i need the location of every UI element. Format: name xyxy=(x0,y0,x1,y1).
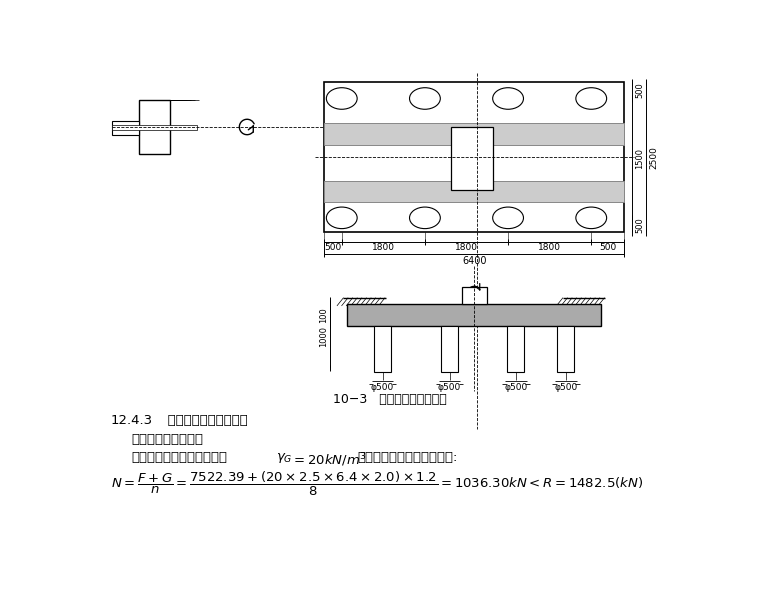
Ellipse shape xyxy=(410,88,440,109)
Text: 1800: 1800 xyxy=(538,243,561,252)
Bar xyxy=(557,326,575,372)
Bar xyxy=(508,326,524,372)
Bar xyxy=(112,125,197,130)
Text: 10−3   承台大样及桶布置图: 10−3 承台大样及桶布置图 xyxy=(333,393,446,406)
Text: 100: 100 xyxy=(319,307,328,323)
Ellipse shape xyxy=(492,207,524,228)
Text: φ500: φ500 xyxy=(371,382,394,392)
Text: 6400: 6400 xyxy=(462,256,486,266)
Text: 1000: 1000 xyxy=(319,326,328,347)
Text: 2500: 2500 xyxy=(649,146,658,169)
Text: $\gamma_G$: $\gamma_G$ xyxy=(277,451,293,465)
Text: 1800: 1800 xyxy=(455,243,478,252)
Bar xyxy=(324,82,625,233)
Text: φ500: φ500 xyxy=(504,382,527,392)
Text: 500: 500 xyxy=(635,83,644,98)
Text: 1500: 1500 xyxy=(635,147,644,169)
Ellipse shape xyxy=(410,207,440,228)
Bar xyxy=(139,100,170,154)
Bar xyxy=(112,121,139,135)
Bar xyxy=(324,123,625,145)
Text: ，则桶顶竖向荷载特征值为:: ，则桶顶竖向荷载特征值为: xyxy=(357,451,458,464)
Bar xyxy=(462,287,486,304)
Text: $N = \dfrac{F + G}{n} = \dfrac{7522.39 + (20 \times 2.5 \times 6.4 \times 2.0) \: $N = \dfrac{F + G}{n} = \dfrac{7522.39 +… xyxy=(111,470,643,498)
Bar xyxy=(347,304,601,326)
Text: 计算桶顶荷载设计值。: 计算桶顶荷载设计值。 xyxy=(154,414,248,427)
Text: 500: 500 xyxy=(599,243,616,252)
Ellipse shape xyxy=(576,88,606,109)
Ellipse shape xyxy=(326,88,357,109)
Bar xyxy=(451,127,493,190)
Text: φ500: φ500 xyxy=(438,382,461,392)
Ellipse shape xyxy=(326,207,357,228)
Text: 取承台及其上土的平均重度: 取承台及其上土的平均重度 xyxy=(131,451,227,464)
Text: $= 20kN/m^3$: $= 20kN/m^3$ xyxy=(291,451,367,469)
Text: 500: 500 xyxy=(325,243,341,252)
Ellipse shape xyxy=(576,207,606,228)
Bar xyxy=(374,326,391,372)
Bar xyxy=(324,181,625,202)
Text: 计算桶顶荷载设计值: 计算桶顶荷载设计值 xyxy=(131,432,204,446)
Text: φ500: φ500 xyxy=(554,382,578,392)
Ellipse shape xyxy=(492,88,524,109)
Text: 12.4.3: 12.4.3 xyxy=(111,414,153,427)
Text: 500: 500 xyxy=(635,217,644,233)
Bar xyxy=(441,326,458,372)
Text: 1800: 1800 xyxy=(372,243,395,252)
